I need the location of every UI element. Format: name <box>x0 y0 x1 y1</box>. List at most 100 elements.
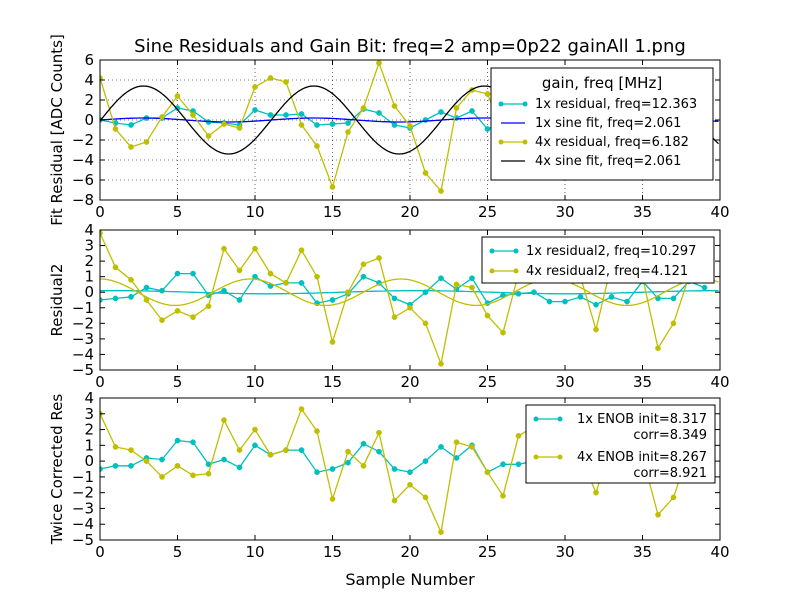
data-point <box>329 297 336 303</box>
data-point <box>128 294 134 300</box>
x-tick-label: 25 <box>478 203 497 221</box>
x-tick-label: 5 <box>173 373 183 391</box>
data-point <box>469 108 475 114</box>
data-point <box>360 261 367 268</box>
legend-swatch-marker <box>557 454 563 460</box>
y-tick-label: 2 <box>84 421 94 439</box>
legend-swatch-marker <box>513 268 519 274</box>
data-point <box>438 109 444 115</box>
legend-swatch-marker <box>533 416 539 422</box>
data-point <box>422 494 429 501</box>
data-point <box>221 417 227 423</box>
data-point <box>143 139 150 145</box>
data-point <box>438 444 444 450</box>
data-point <box>345 459 351 466</box>
x-tick-label: 40 <box>710 543 729 561</box>
data-point <box>329 184 336 190</box>
legend-label: 1x ENOB init=8.317 <box>577 412 707 427</box>
data-point <box>329 496 336 502</box>
data-point <box>314 469 320 476</box>
data-point <box>345 129 351 135</box>
y-axis-label: Twice Corrected Res <box>48 394 66 546</box>
x-tick-label: 15 <box>323 203 342 221</box>
y-tick-label: −4 <box>72 515 94 533</box>
data-point <box>391 295 398 302</box>
data-point <box>376 429 382 436</box>
data-point <box>221 245 227 252</box>
y-tick-label: −3 <box>72 499 94 517</box>
legend-label: 4x residual, freq=6.182 <box>535 135 689 150</box>
x-axis-label: Sample Number <box>345 570 475 589</box>
legend-swatch-marker <box>489 268 495 274</box>
data-point <box>500 329 506 336</box>
data-point <box>112 264 119 271</box>
y-tick-label: −1 <box>72 299 94 317</box>
data-point <box>376 255 382 261</box>
data-point <box>484 91 491 97</box>
data-point <box>174 462 181 469</box>
y-tick-label: 4 <box>84 71 94 89</box>
x-tick-label: 10 <box>245 203 264 221</box>
data-point <box>407 469 413 476</box>
data-point <box>546 298 553 305</box>
x-tick-label: 25 <box>478 373 497 391</box>
data-point <box>515 461 522 468</box>
data-point <box>112 462 119 469</box>
data-point <box>174 105 181 111</box>
data-point <box>360 273 367 280</box>
data-point <box>174 308 181 314</box>
data-point <box>112 295 119 302</box>
x-tick-label: 30 <box>555 373 574 391</box>
legend-box <box>481 236 715 284</box>
data-point <box>283 79 289 85</box>
data-point <box>267 270 274 277</box>
data-point <box>407 481 413 488</box>
data-point <box>438 360 444 367</box>
series-line-4 <box>100 278 719 307</box>
data-point <box>655 511 661 518</box>
data-point <box>252 107 258 113</box>
legend: 1x residual2, freq=10.297 4x residual2, f… <box>481 236 715 284</box>
x-tick-label: 35 <box>633 543 652 561</box>
y-tick-label: 2 <box>84 91 94 109</box>
y-tick-label: 1 <box>84 268 94 286</box>
y-tick-label: −5 <box>72 361 94 379</box>
data-point <box>453 105 460 111</box>
legend-label: 1x residual2, freq=10.297 <box>526 244 696 259</box>
data-point <box>252 442 258 449</box>
data-point <box>500 492 506 499</box>
y-tick-label: 0 <box>84 111 94 129</box>
legend-swatch-marker <box>522 101 528 107</box>
x-tick-label: 25 <box>478 543 497 561</box>
data-point <box>314 122 320 128</box>
data-point <box>252 245 258 252</box>
data-point <box>376 110 382 116</box>
data-point <box>515 290 522 297</box>
data-point <box>500 461 506 468</box>
data-point <box>112 444 119 450</box>
legend-swatch-marker <box>498 139 504 145</box>
y-tick-label: 6 <box>84 51 94 69</box>
data-point <box>391 466 398 472</box>
data-point <box>298 280 305 286</box>
data-point <box>128 144 134 150</box>
series-line-1 <box>100 272 705 306</box>
legend-title: gain, freq [MHz] <box>542 74 662 92</box>
data-point <box>670 295 677 302</box>
data-point <box>190 112 196 118</box>
x-tick-label: 20 <box>400 543 419 561</box>
y-tick-label: −2 <box>72 484 94 502</box>
data-point <box>298 122 305 128</box>
data-point <box>236 464 243 471</box>
data-point <box>221 121 227 127</box>
legend-label: 4x sine fit, freq=2.061 <box>535 154 681 169</box>
data-point <box>143 458 150 464</box>
data-point <box>376 60 382 66</box>
legend-swatch-marker <box>533 454 539 460</box>
x-tick-label: 35 <box>633 373 652 391</box>
y-axis-label: Residual2 <box>48 264 66 337</box>
data-point <box>484 312 491 319</box>
